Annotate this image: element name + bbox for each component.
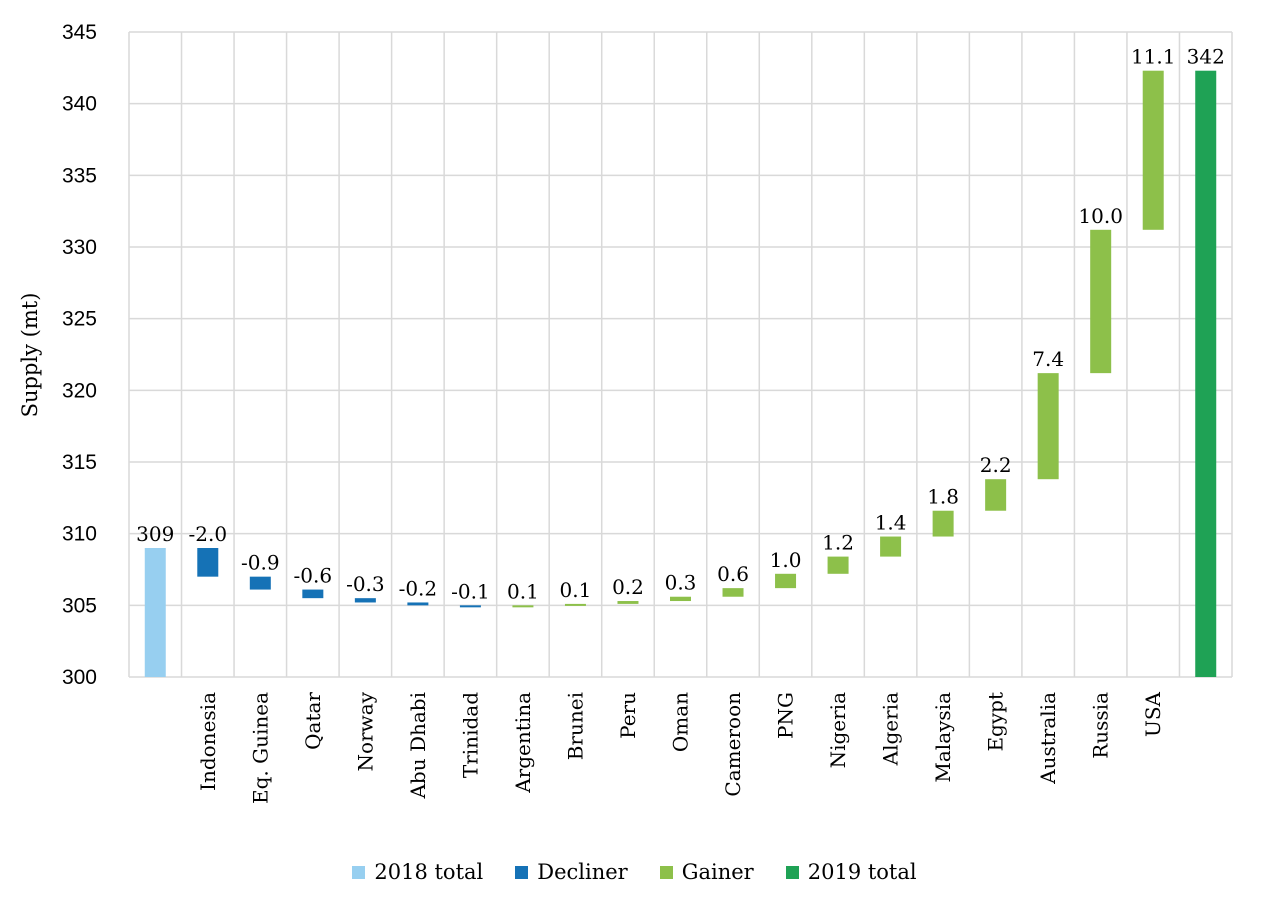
y-tick-label: 325 <box>62 308 97 331</box>
data-label: 7.4 <box>1032 347 1064 371</box>
x-category-label: Argentina <box>511 692 535 794</box>
data-label: -2.0 <box>188 522 227 546</box>
bar-brunei <box>564 603 586 606</box>
data-label: 1.4 <box>875 511 907 535</box>
x-category-label: Peru <box>616 692 640 739</box>
bar-oman <box>670 596 691 602</box>
data-label: 342 <box>1187 45 1225 69</box>
x-category-label: Oman <box>669 692 693 752</box>
y-tick-label: 320 <box>62 379 97 402</box>
legend-label: 2019 total <box>807 860 917 884</box>
bar-2019-total <box>1195 70 1217 677</box>
legend-swatch <box>659 865 673 879</box>
x-category-label: PNG <box>774 692 798 739</box>
bar-trinidad <box>459 605 481 608</box>
legend-item: 2019 total <box>785 860 917 884</box>
bar-australia <box>1037 373 1059 480</box>
bar-nigeria <box>827 556 849 574</box>
legend-swatch <box>352 865 366 879</box>
y-tick-label: 300 <box>62 666 97 689</box>
bar-algeria <box>880 536 902 557</box>
data-label: 1.0 <box>770 548 802 572</box>
bar-png <box>775 573 797 589</box>
data-label: 0.6 <box>717 562 749 586</box>
x-category-label: Egypt <box>984 692 1008 752</box>
x-category-label: Malaysia <box>931 692 955 783</box>
bar-peru <box>617 601 639 604</box>
bar-qatar <box>302 589 324 599</box>
data-label: -0.3 <box>346 572 385 596</box>
x-axis-categories: Indonesia Eq. Guinea Qatar Norway Abu Dhabi T… <box>196 691 1165 804</box>
x-category-label: Algeria <box>879 692 903 766</box>
data-label: 10.0 <box>1078 204 1123 228</box>
x-category-label: Qatar <box>301 692 325 750</box>
bar-norway <box>354 598 376 603</box>
legend-label: Gainer <box>681 860 754 884</box>
x-category-label: Trinidad <box>458 692 482 778</box>
bar-indonesia <box>197 548 219 577</box>
bar-egypt <box>985 479 1007 511</box>
x-category-label: Cameroon <box>721 692 745 797</box>
legend-item: 2018 total <box>352 860 483 884</box>
bar-cameroon <box>722 588 744 597</box>
data-label: 1.8 <box>927 485 959 509</box>
y-tick-label: 330 <box>62 236 97 259</box>
x-category-label: Russia <box>1089 692 1113 759</box>
x-category-label: Nigeria <box>826 692 850 768</box>
y-axis-ticks: 300 305 310 315 320 325 330 335 340 345 <box>62 21 97 689</box>
x-category-label: Norway <box>353 691 377 771</box>
x-category-label: Australia <box>1036 692 1060 785</box>
waterfall-chart: 300 305 310 315 320 325 330 335 340 345 309 -2.0 -0… <box>18 21 1233 804</box>
gridlines <box>128 31 1233 678</box>
legend-item: Gainer <box>659 860 754 884</box>
legend-swatch <box>785 865 799 879</box>
data-label: 0.3 <box>665 571 697 595</box>
x-category-label: Abu Dhabi <box>406 692 430 800</box>
data-label: 0.1 <box>507 579 539 603</box>
data-label: 1.2 <box>822 531 854 555</box>
data-label: -0.1 <box>451 579 490 603</box>
data-label: 0.1 <box>560 578 592 602</box>
data-label: -0.9 <box>241 551 280 575</box>
data-label: -0.2 <box>399 576 438 600</box>
bar-2018-total <box>144 548 166 677</box>
data-label: -0.6 <box>294 564 333 588</box>
y-tick-label: 335 <box>62 164 97 187</box>
y-tick-label: 305 <box>62 594 97 617</box>
bar-malaysia <box>932 510 954 537</box>
x-category-label: USA <box>1141 691 1165 737</box>
x-category-label: Eq. Guinea <box>248 692 272 804</box>
bar-eq-guinea <box>249 576 271 590</box>
bar-usa <box>1142 70 1164 230</box>
data-label: 2.2 <box>980 453 1012 477</box>
x-category-label: Indonesia <box>196 692 220 791</box>
x-category-label: Brunei <box>563 692 587 760</box>
legend-item: Decliner <box>515 860 628 884</box>
data-label: 0.2 <box>612 575 644 599</box>
legend-swatch <box>515 865 529 879</box>
legend: 2018 total Decliner Gainer 2019 total <box>0 858 1269 886</box>
y-tick-label: 345 <box>62 21 97 44</box>
bar-abu-dhabi <box>407 602 429 606</box>
y-tick-label: 310 <box>62 523 97 546</box>
bar-russia <box>1090 229 1112 374</box>
data-label: 309 <box>136 522 174 546</box>
bars <box>144 70 1217 677</box>
legend-label: Decliner <box>537 860 628 884</box>
y-axis-label: Supply (mt) <box>18 293 42 418</box>
legend-label: 2018 total <box>374 860 484 884</box>
y-tick-label: 315 <box>62 451 97 474</box>
data-labels: 309 -2.0 -0.9 -0.6 -0.3 -0.2 -0.1 0.1 0.1 0.2 0.3 0… <box>136 45 1225 604</box>
data-label: 11.1 <box>1131 45 1176 69</box>
bar-argentina <box>512 605 534 608</box>
y-tick-label: 340 <box>62 93 97 116</box>
